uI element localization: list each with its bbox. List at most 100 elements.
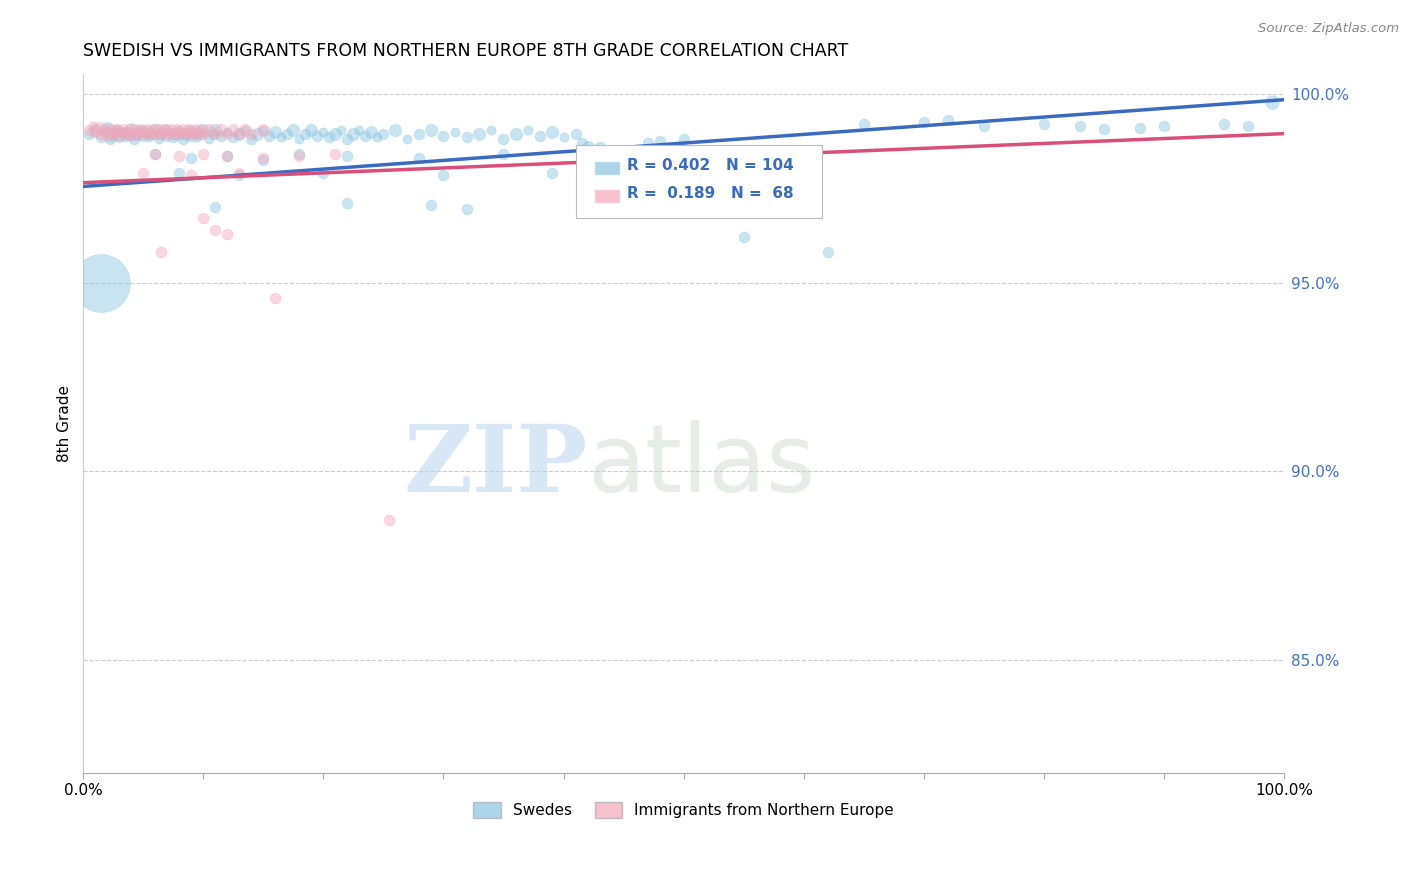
Point [156,128,179,143]
Point [637,136,659,150]
Point [186,127,208,141]
Point [336,149,359,163]
Point [373,127,395,141]
Point [193,127,215,141]
Point [276,127,298,141]
Point [96,127,118,141]
Point [252,153,274,167]
Point [468,127,491,141]
Point [120,123,142,137]
Point [288,149,311,163]
Text: atlas: atlas [588,420,815,512]
Point [142,127,165,141]
Point [84,125,107,139]
Point [1261,95,1284,109]
Point [1129,120,1152,135]
Point [588,140,610,154]
Point [299,123,322,137]
Point [138,130,160,145]
Point [235,123,257,137]
Point [198,123,221,137]
Point [111,123,134,137]
Point [184,123,207,137]
Point [456,202,478,216]
Point [294,127,316,141]
Point [143,123,166,137]
Point [132,166,155,180]
Point [283,123,305,137]
Point [87,120,110,135]
Point [529,128,551,143]
Point [420,198,443,212]
Point [222,130,245,145]
Point [79,127,101,141]
Point [82,119,104,133]
Point [540,125,562,139]
Point [148,123,170,137]
Point [342,127,364,141]
Point [174,127,197,141]
Legend: Swedes, Immigrants from Northern Europe: Swedes, Immigrants from Northern Europe [467,797,900,824]
Point [209,128,232,143]
Point [246,127,269,141]
Point [108,128,131,143]
Point [492,147,515,161]
Point [378,513,401,527]
Y-axis label: 8th Grade: 8th Grade [58,385,72,462]
Point [127,127,149,141]
Text: R = 0.402   N = 104: R = 0.402 N = 104 [627,158,794,173]
Point [204,200,226,214]
Bar [593,189,620,202]
Point [259,128,281,143]
Point [769,189,792,203]
Point [177,123,200,137]
Point [336,132,359,146]
Point [193,147,215,161]
Point [184,125,207,139]
Point [336,196,359,211]
Point [169,127,191,141]
Point [127,127,149,141]
Point [169,166,191,180]
Point [201,127,224,141]
Point [222,123,245,137]
Point [228,127,250,141]
Point [936,113,959,128]
Point [122,132,145,146]
Point [481,123,503,137]
Point [105,123,128,137]
Point [190,123,212,137]
Point [516,123,538,137]
Point [105,123,128,137]
Point [103,127,125,141]
Point [111,125,134,139]
Point [129,123,152,137]
Point [204,223,226,237]
Point [366,130,388,145]
Point [217,127,239,141]
Point [432,168,454,182]
Point [138,127,160,141]
Point [1212,117,1234,131]
Point [312,125,335,139]
Point [396,132,419,146]
Point [162,130,184,145]
FancyBboxPatch shape [575,145,821,219]
Point [228,127,250,141]
Point [240,127,263,141]
Point [162,127,184,141]
Point [198,132,221,146]
Point [90,276,112,290]
Point [252,123,274,137]
Point [204,127,226,141]
Point [325,147,347,161]
Point [288,147,311,161]
Point [228,168,250,182]
Point [94,123,117,137]
Point [312,166,335,180]
Point [360,125,382,139]
Point [124,123,146,137]
Point [132,128,155,143]
Point [100,123,122,137]
Point [1069,119,1091,133]
